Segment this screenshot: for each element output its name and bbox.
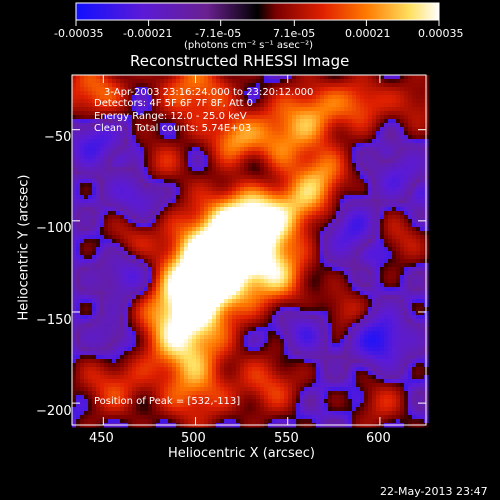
y-tick-label-0: −50 [44,130,72,145]
heatmap-image [72,75,429,428]
axis-ticks [72,75,426,425]
colorbar-tick-label-0: -0.00035 [54,27,104,40]
plot-frame [71,74,427,426]
colorbar-unit-label: (photons cm⁻² s⁻¹ asec⁻²) [184,40,314,51]
footer-timestamp: 22-May-2013 23:47 [380,485,488,498]
colorbar-tick-label-2: -7.1e-05 [195,27,242,40]
annotation-energy-range: Energy Range: 12.0 - 25.0 keV [94,111,247,122]
colorbar-tick-label-4: 0.00021 [345,27,391,40]
x-tick-label-1: 500 [181,431,206,446]
annotation-time-range: 3-Apr-2003 23:16:24.000 to 23:20:12.000 [104,87,314,98]
colorbar-tick-label-1: -0.00021 [123,27,173,40]
colorbar [75,2,440,21]
annotation-detectors: Detectors: 4F 5F 6F 7F 8F, Att 0 [94,98,254,109]
annotation-clean-counts: Clean Total counts: 5.74E+03 [94,123,252,134]
y-tick-label-2: −150 [36,313,72,328]
chart-title: Reconstructed RHESSI Image [130,52,350,70]
colorbar-ticks [75,20,440,26]
x-tick-label-3: 600 [366,431,391,446]
peak-position-label: Position of Peak = [532,-113] [94,396,241,407]
x-tick-label-0: 450 [89,431,114,446]
x-tick-label-2: 550 [274,431,299,446]
colorbar-tick-label-5: 0.00035 [418,27,464,40]
colorbar-tick-label-3: 7.1e-05 [273,27,316,40]
y-tick-label-1: −100 [36,221,72,236]
y-axis-label: Heliocentric Y (arcsec) [16,174,32,321]
y-tick-label-3: −200 [36,404,72,419]
x-axis-label: Heliocentric X (arcsec) [168,446,315,461]
